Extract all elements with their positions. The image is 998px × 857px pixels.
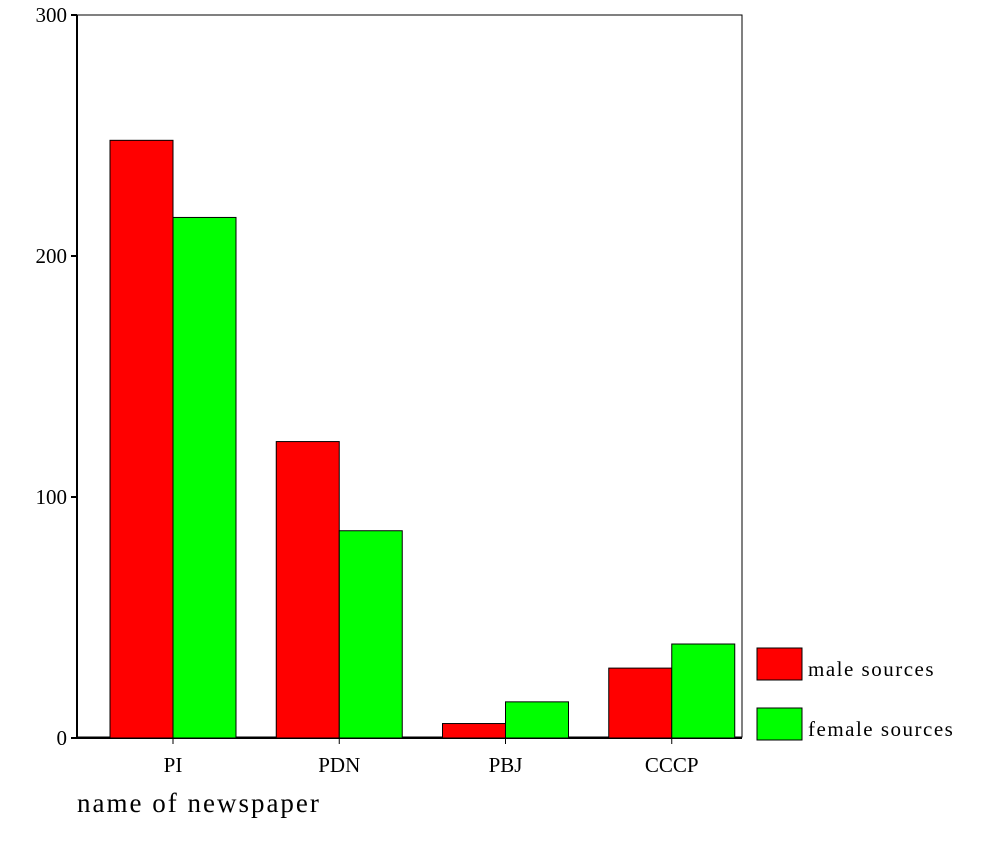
bar-male-cccp (609, 668, 672, 738)
x-tick-label: PBJ (489, 753, 523, 777)
bar-female-pdn (339, 531, 402, 738)
bar-female-pi (173, 217, 236, 738)
legend-label: male sources (808, 657, 935, 681)
bar-female-cccp (672, 644, 735, 738)
x-tick-label: PI (164, 753, 183, 777)
legend-swatch (757, 708, 802, 740)
legend-swatch (757, 648, 802, 680)
y-tick-label: 200 (36, 244, 68, 268)
x-tick-label: PDN (318, 753, 360, 777)
y-tick-label: 100 (36, 485, 68, 509)
legend-label: female sources (808, 717, 954, 741)
legend: male sources female sources (757, 648, 954, 741)
y-ticks: 0 100 200 300 (36, 3, 78, 750)
y-tick-label: 0 (57, 726, 68, 750)
x-ticks: PI PDN PBJ CCCP (164, 738, 699, 777)
bar-male-pdn (276, 442, 339, 738)
x-axis-title: name of newspaper (77, 788, 321, 818)
bar-female-pbj (506, 702, 569, 738)
bars (110, 140, 735, 738)
x-tick-label: CCCP (645, 753, 699, 777)
y-tick-label: 300 (36, 3, 68, 27)
bar-male-pi (110, 140, 173, 738)
bar-male-pbj (443, 724, 506, 738)
